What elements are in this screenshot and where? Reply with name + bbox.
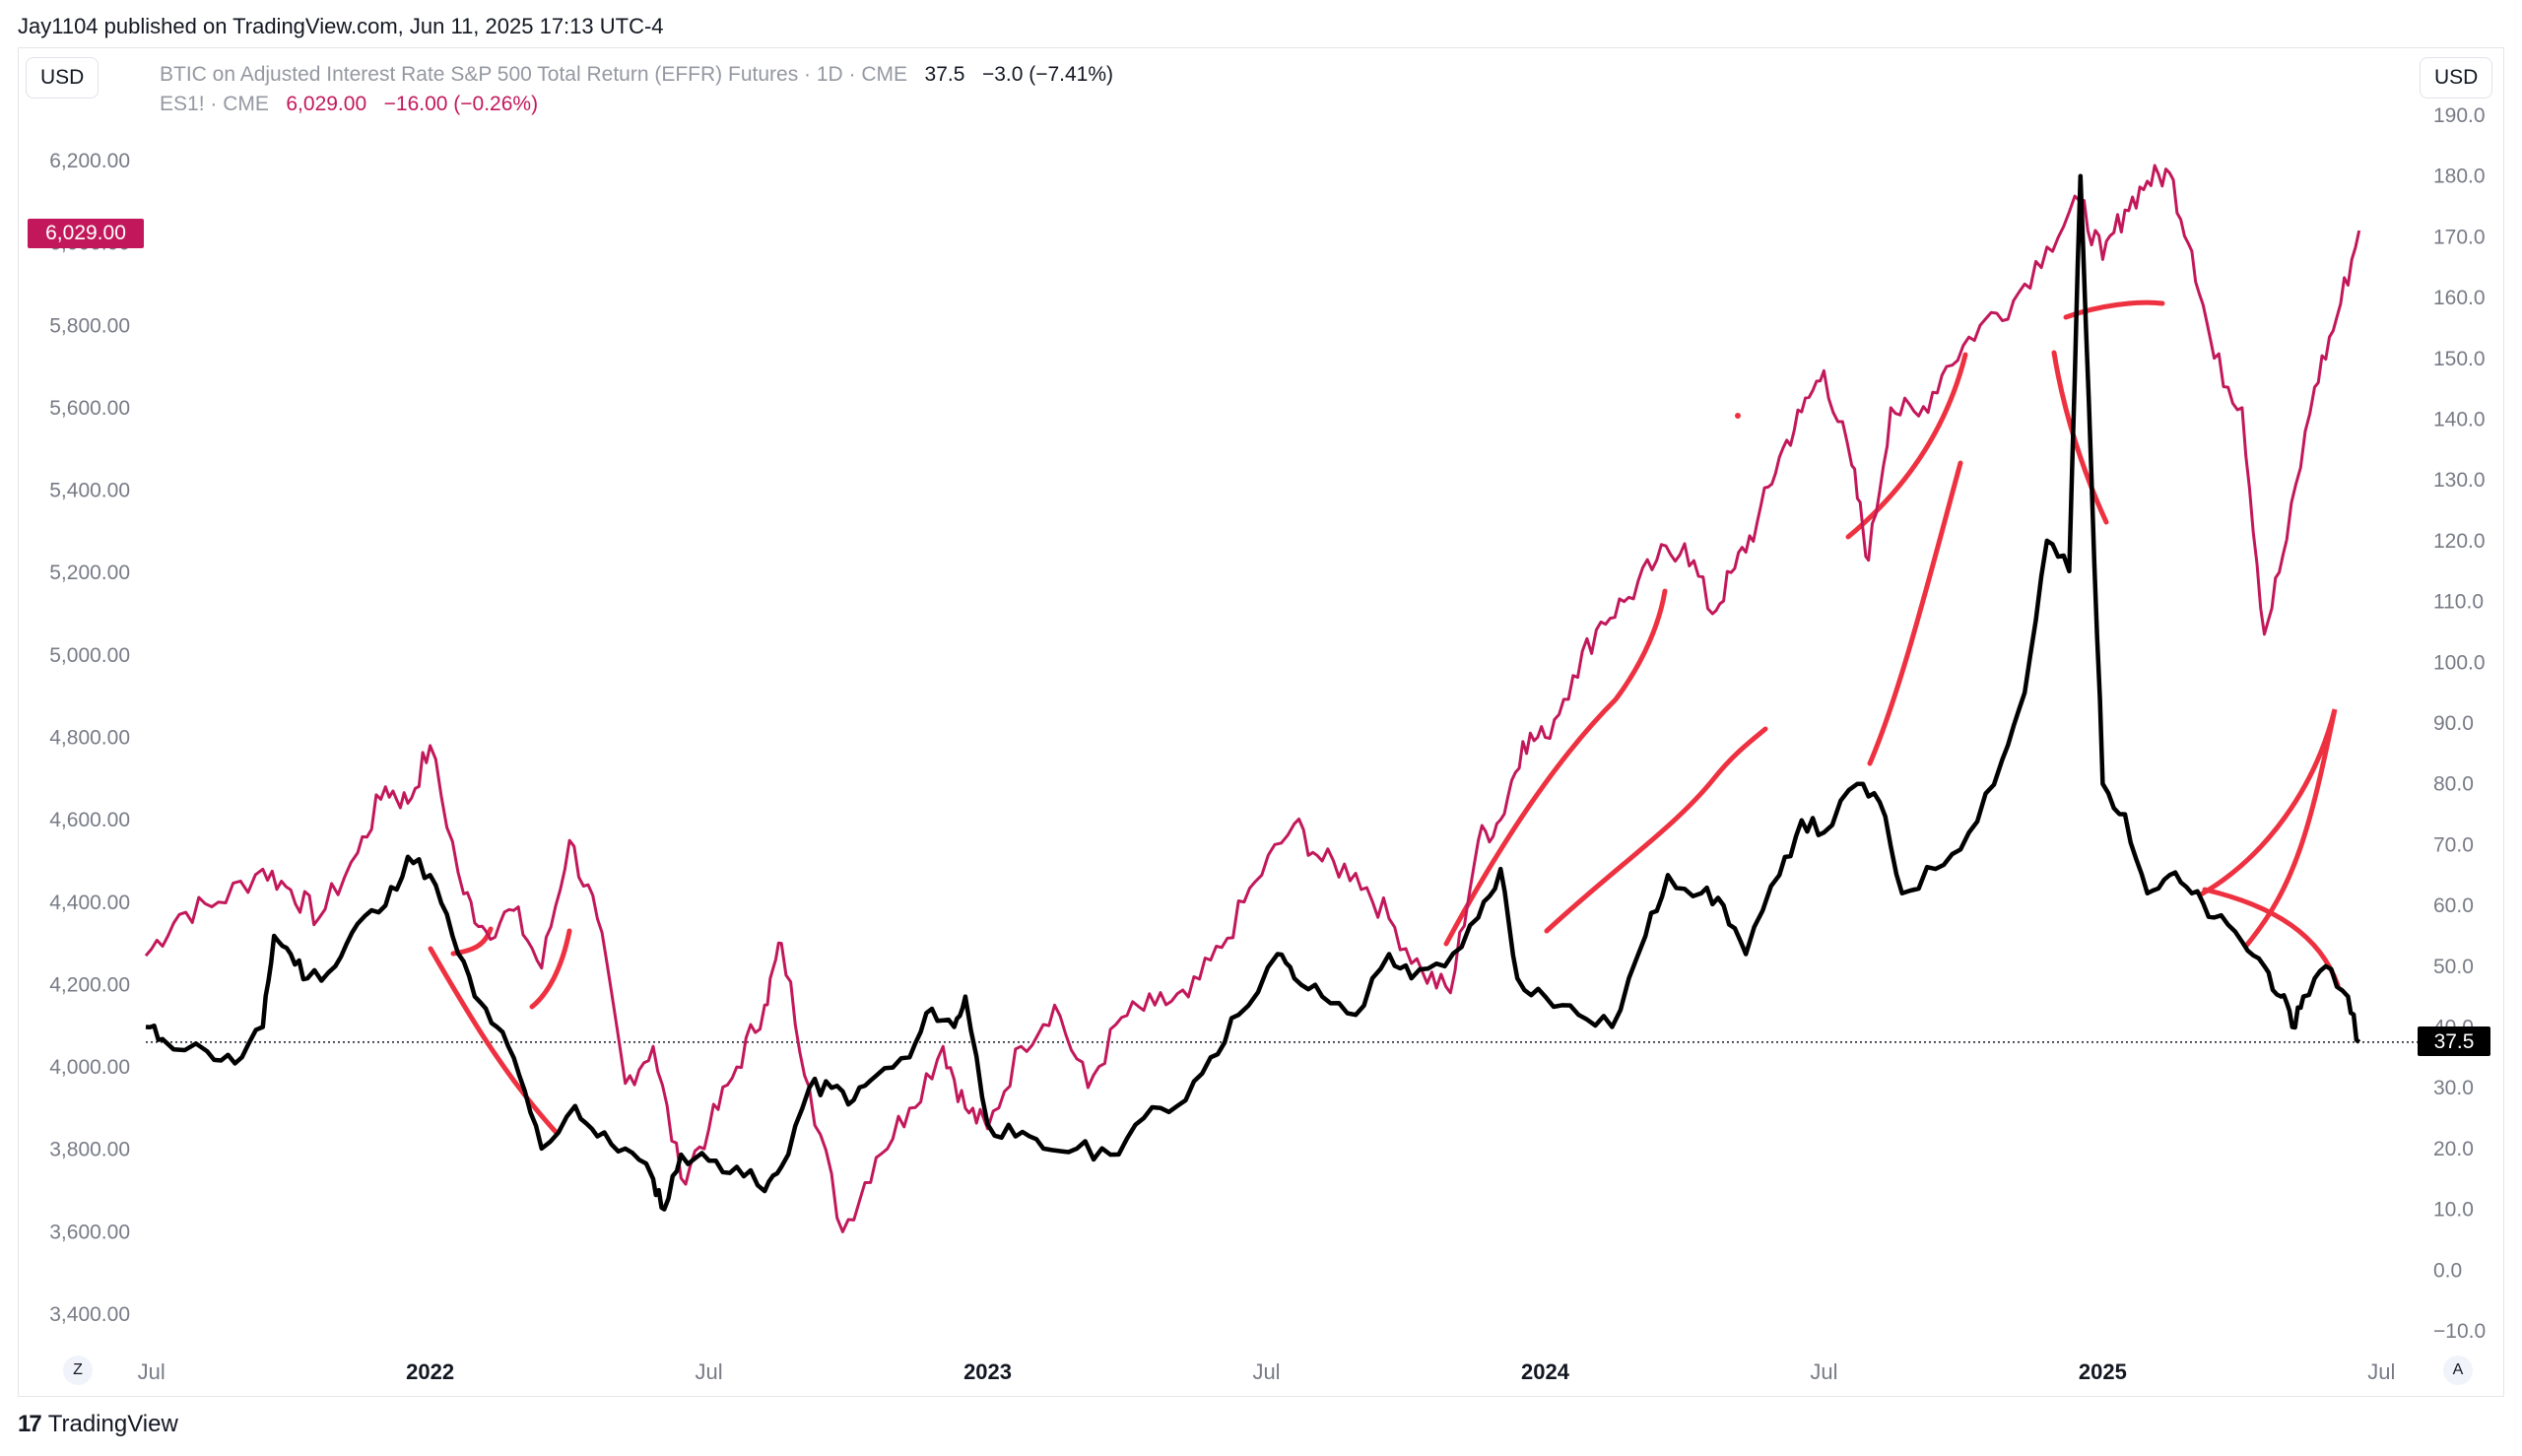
es-last-price-bg (28, 219, 144, 248)
right-axis-tick-label: 20.0 (2433, 1138, 2474, 1160)
time-axis-tick-label: Jul (696, 1359, 723, 1384)
btic-last-price-bg (2418, 1026, 2490, 1056)
time-axis-tick-label: Jul (1252, 1359, 1280, 1384)
time-axis-tick-label: 2022 (406, 1359, 454, 1384)
right-axis-tick-label: −10.0 (2433, 1320, 2486, 1343)
left-axis-tick-label: 5,400.00 (49, 480, 130, 502)
right-axis-tick-label: 180.0 (2433, 165, 2486, 188)
annotation-stroke (2063, 299, 2165, 320)
left-axis-tick-label: 5,800.00 (49, 314, 130, 337)
legend-btic[interactable]: BTIC on Adjusted Interest Rate S&P 500 T… (160, 63, 1113, 87)
legend-btic-name: BTIC on Adjusted Interest Rate S&P 500 T… (160, 63, 908, 86)
currency-left-button[interactable]: USD (26, 57, 100, 99)
right-axis-tick-label: 120.0 (2433, 530, 2486, 553)
timezone-z-button[interactable]: Z (63, 1356, 93, 1385)
publisher-line: Jay1104 published on TradingView.com, Ju… (18, 14, 664, 38)
left-price-axis: 6,200.006,000.005,800.005,600.005,400.00… (49, 150, 130, 1326)
annotation-stroke (2051, 350, 2109, 525)
right-axis-tick-label: 0.0 (2433, 1259, 2462, 1282)
annotation-stroke (1867, 460, 1963, 766)
right-axis-tick-label: 60.0 (2433, 894, 2474, 917)
time-axis: Jul 2022 Jul 2023 Jul 2024 Jul 2025 Jul (138, 1359, 2396, 1384)
left-axis-tick-label: 6,200.00 (49, 150, 130, 172)
right-axis-tick-label: 100.0 (2433, 651, 2486, 674)
tradingview-mark-icon: 17 (18, 1411, 42, 1437)
btic-last-price-text: 37.5 (2434, 1030, 2475, 1053)
btic-last-price-label: 37.5 (2418, 1026, 2490, 1056)
hand-drawn-annotations (428, 299, 2341, 1136)
left-axis-tick-label: 5,000.00 (49, 644, 130, 667)
annotation-stroke (1443, 588, 1668, 947)
legend-btic-change: −3.0 (−7.41%) (981, 63, 1114, 86)
left-axis-tick-label: 3,400.00 (49, 1303, 130, 1326)
btic-series-line (145, 173, 2361, 1212)
left-axis-tick-label: 4,400.00 (49, 892, 130, 914)
right-axis-tick-label: 170.0 (2433, 226, 2486, 248)
time-axis-tick-label: 2024 (1521, 1359, 1570, 1384)
time-axis-tick-label: Jul (138, 1359, 166, 1384)
right-axis-tick-label: 150.0 (2433, 348, 2486, 370)
right-axis-tick-label: 70.0 (2433, 833, 2474, 856)
left-axis-tick-label: 3,600.00 (49, 1221, 130, 1243)
left-axis-tick-label: 4,000.00 (49, 1056, 130, 1079)
es-series-line (144, 164, 2361, 1233)
time-axis-tick-label: Jul (1810, 1359, 1837, 1384)
legend-es-change: −16.00 (−0.26%) (383, 93, 539, 115)
es-last-price-text: 6,029.00 (45, 222, 126, 244)
annotation-stroke (2198, 708, 2338, 949)
legend-es[interactable]: ES1! · CME 6,029.00 −16.00 (−0.26%) (160, 93, 538, 116)
auto-scale-a-button[interactable]: A (2443, 1356, 2473, 1385)
currency-right-button[interactable]: USD (2420, 57, 2493, 99)
time-axis-tick-label: 2023 (963, 1359, 1012, 1384)
left-axis-tick-label: 4,200.00 (49, 973, 130, 996)
annotation-dot (1735, 413, 1741, 419)
time-axis-tick-label: 2025 (2079, 1359, 2127, 1384)
left-axis-tick-label: 5,200.00 (49, 562, 130, 584)
right-axis-tick-label: 140.0 (2433, 409, 2486, 431)
time-axis-tick-label: Jul (2367, 1359, 2395, 1384)
annotation-stroke (1544, 726, 1768, 934)
right-axis-tick-label: 190.0 (2433, 104, 2486, 127)
left-axis-tick-label: 4,800.00 (49, 727, 130, 750)
legend-btic-last: 37.5 (924, 63, 965, 86)
right-axis-tick-label: 90.0 (2433, 712, 2474, 735)
right-price-axis: 190.0 180.0 170.0 160.0 150.0 140.0 130.0 120.0… (2433, 104, 2486, 1343)
right-axis-tick-label: 80.0 (2433, 773, 2474, 796)
left-axis-tick-label: 3,800.00 (49, 1139, 130, 1161)
annotation-stroke (529, 928, 572, 1010)
right-axis-tick-label: 110.0 (2433, 591, 2484, 614)
right-axis-tick-label: 10.0 (2433, 1199, 2474, 1222)
annotation-stroke (1845, 352, 1968, 540)
legend-es-last: 6,029.00 (286, 93, 367, 115)
left-axis-tick-label: 5,600.00 (49, 397, 130, 420)
right-axis-tick-label: 50.0 (2433, 956, 2474, 978)
tradingview-logo[interactable]: 17 TradingView (18, 1411, 178, 1438)
right-axis-tick-label: 160.0 (2433, 287, 2486, 309)
right-axis-tick-label: 130.0 (2433, 469, 2486, 492)
legend-es-name: ES1! · CME (160, 93, 269, 115)
tradingview-logo-text: TradingView (47, 1411, 178, 1437)
es-last-price-label: 6,029.00 (28, 219, 144, 248)
chart-frame (18, 47, 2504, 1397)
annotation-stroke (428, 946, 560, 1136)
left-axis-tick-label: 4,600.00 (49, 809, 130, 831)
right-axis-tick-label: 30.0 (2433, 1077, 2474, 1099)
